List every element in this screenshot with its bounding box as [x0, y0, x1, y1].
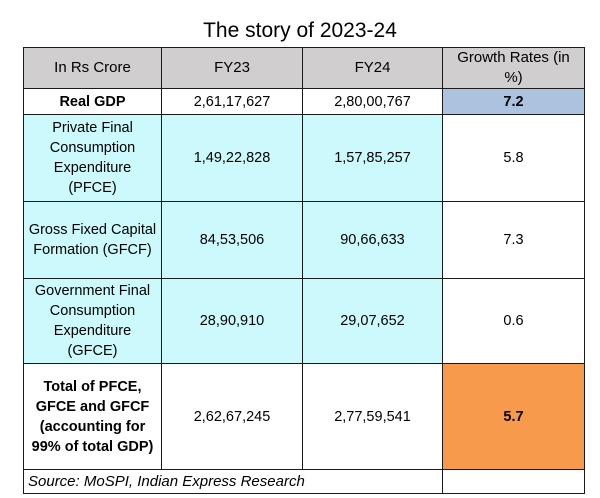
- header-growth-cell: Growth Rates (in %): [442, 47, 585, 89]
- row-fy23-value: 1,49,22,828: [161, 114, 303, 202]
- row-fy23-value: 84,53,506: [161, 201, 303, 279]
- page-title: The story of 2023-24: [203, 19, 397, 42]
- table-row-gfce: Government Final Consumption Expenditure…: [23, 278, 585, 364]
- table-header-row: In Rs Crore FY23 FY24 Growth Rates (in %…: [23, 47, 585, 89]
- source-row: Source: MoSPI, Indian Express Research: [23, 469, 585, 494]
- row-fy23-value: 28,90,910: [161, 278, 303, 364]
- row-fy23-value: 2,62,67,245: [161, 363, 303, 470]
- row-fy23-value: 2,61,17,627: [161, 88, 303, 115]
- table-row-total: Total of PFCE, GFCE and GFCF (accounting…: [23, 363, 585, 470]
- source-empty-cell: [442, 469, 585, 494]
- row-growth-value: 7.2: [442, 88, 585, 115]
- row-growth-value: 5.7: [442, 363, 585, 470]
- gdp-components-table: In Rs Crore FY23 FY24 Growth Rates (in %…: [23, 47, 585, 494]
- row-label: Real GDP: [23, 88, 162, 115]
- row-growth-value: 7.3: [442, 201, 585, 279]
- row-label: Government Final Consumption Expenditure…: [23, 278, 162, 364]
- row-label: Gross Fixed Capital Formation (GFCF): [23, 201, 162, 279]
- row-fy24-value: 90,66,633: [302, 201, 443, 279]
- table-row-real-gdp: Real GDP 2,61,17,627 2,80,00,767 7.2: [23, 88, 585, 115]
- row-fy24-value: 2,77,59,541: [302, 363, 443, 470]
- row-label: Private Final Consumption Expenditure (P…: [23, 114, 162, 202]
- table-row-gfcf: Gross Fixed Capital Formation (GFCF) 84,…: [23, 201, 585, 279]
- header-fy23-cell: FY23: [161, 47, 303, 89]
- row-fy24-value: 1,57,85,257: [302, 114, 443, 202]
- table-row-pfce: Private Final Consumption Expenditure (P…: [23, 114, 585, 202]
- row-growth-value: 0.6: [442, 278, 585, 364]
- row-label: Total of PFCE, GFCE and GFCF (accounting…: [23, 363, 162, 470]
- row-growth-value: 5.8: [442, 114, 585, 202]
- row-fy24-value: 2,80,00,767: [302, 88, 443, 115]
- header-fy24-cell: FY24: [302, 47, 443, 89]
- source-note: Source: MoSPI, Indian Express Research: [23, 469, 443, 494]
- row-fy24-value: 29,07,652: [302, 278, 443, 364]
- header-label-cell: In Rs Crore: [23, 47, 162, 89]
